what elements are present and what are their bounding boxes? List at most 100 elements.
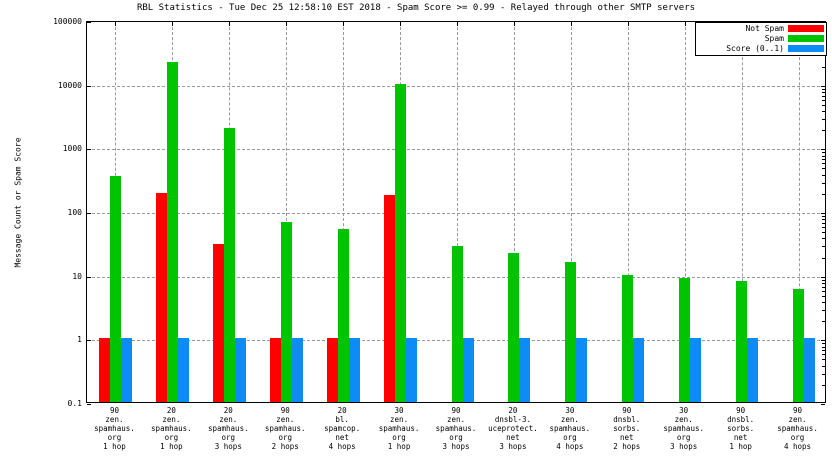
x-axis-tick-mark (627, 22, 629, 26)
x-axis-tick-label-line: 20 (337, 406, 347, 415)
y-axis-minor-tick (822, 238, 825, 240)
y-axis-tick-label: 10 (72, 271, 82, 281)
y-axis-tick-mark (821, 85, 825, 87)
y-axis-minor-tick (822, 159, 825, 161)
x-gridline (684, 22, 686, 402)
y-axis-minor-tick (822, 227, 825, 229)
y-axis-minor-tick (822, 104, 825, 106)
x-axis-tick-label-line: 1 hop (103, 442, 126, 451)
y-axis-minor-tick (822, 91, 825, 93)
y-axis-minor-tick (822, 219, 825, 221)
x-axis-tick-label-line: 30 (394, 406, 404, 415)
y-gridline (87, 85, 825, 87)
y-axis-minor-tick (822, 359, 825, 361)
bar (383, 194, 395, 402)
bar-group (611, 22, 645, 402)
x-axis-tick-mark (400, 22, 402, 26)
x-axis-tick-mark (115, 22, 117, 26)
x-axis-tick-label: 20 zen. spamhaus. org 3 hops (193, 406, 263, 451)
x-axis-tick-label: 20 bl. spamcop. net 4 hops (307, 406, 377, 451)
x-gridline (798, 22, 800, 402)
x-axis-tick-label-line: 20 (223, 406, 233, 415)
x-axis-tick-label-line: 3 hops (214, 442, 242, 451)
y-axis-minor-tick (822, 193, 825, 195)
y-axis-minor-tick (822, 384, 825, 386)
x-axis-tick-label: 20 zen. spamhaus. org 1 hop (136, 406, 206, 451)
y-axis-minor-tick (822, 152, 825, 154)
bar (177, 338, 189, 402)
y-gridline (87, 149, 825, 151)
bar (348, 338, 360, 402)
x-axis-tick-mark (513, 22, 515, 26)
x-axis-tick-label-line: net (335, 433, 349, 442)
x-axis-tick-label-line: 4 hops (328, 442, 356, 451)
bar (98, 338, 110, 402)
x-axis-tick-label: 90 zen. spamhaus. org 1 hop (79, 406, 149, 451)
x-axis-tick-label-line: 30 (679, 406, 689, 415)
y-axis-tick-mark (87, 149, 91, 151)
y-axis-minor-tick (822, 279, 825, 281)
x-axis-tick-label-line: org (563, 433, 577, 442)
y-axis-minor-tick (822, 99, 825, 101)
bar (462, 338, 474, 402)
y-axis-tick-label: 100000 (53, 17, 82, 26)
y-axis-tick-mark (821, 149, 825, 151)
x-axis-tick-label: 30 zen. spamhaus. org 4 hops (535, 406, 605, 451)
x-axis-tick-label: 90 dnsbl. sorbs. net 2 hops (592, 406, 662, 451)
y-axis-tick-label: 10000 (57, 80, 82, 90)
bar-group (383, 22, 417, 402)
x-axis-tick-label-line: 90 (736, 406, 746, 415)
x-axis-tick-label-line: 4 hops (783, 442, 812, 451)
chart-legend: Not Spam Spam Score (0..1) (695, 22, 827, 56)
x-axis-tick-label-line: 30 (565, 406, 575, 415)
x-axis-tick-mark (286, 22, 288, 26)
x-gridline (286, 22, 288, 402)
bar (679, 277, 691, 402)
x-axis-tick-label-line: zen. (219, 415, 238, 424)
bar (155, 193, 167, 402)
x-axis-tick-label-line: org (164, 433, 179, 442)
x-axis-tick-label-line: 1 hop (160, 442, 183, 451)
x-axis-tick-label-line: net (733, 433, 748, 442)
bar (804, 338, 816, 402)
y-axis-minor-tick (822, 222, 825, 224)
y-axis-minor-tick (822, 246, 825, 248)
x-axis-tick-label-line: zen. (390, 415, 409, 424)
x-axis-tick-label-line: dnsbl. (613, 415, 641, 424)
x-axis-tick-label: 30 zen. spamhaus. org 1 hop (364, 406, 434, 451)
bar (337, 229, 349, 402)
y-axis-minor-tick (822, 365, 825, 367)
bar (291, 338, 303, 402)
y-axis-minor-tick (822, 163, 825, 165)
x-axis-tick-label-line: org (790, 433, 805, 442)
x-gridline (627, 22, 629, 402)
y-axis-minor-tick (822, 182, 825, 184)
y-axis-minor-tick (822, 155, 825, 157)
y-axis-minor-tick (822, 95, 825, 97)
x-axis-tick-label-line: net (506, 433, 520, 442)
y-axis-tick-mark (821, 404, 825, 405)
bar (451, 246, 463, 402)
y-axis-tick-mark (87, 213, 91, 214)
plot-area: 100000 10000 1000 100 10 1 0.1 (53, 18, 826, 408)
x-axis-tick-label-line: spamhaus. (264, 424, 306, 433)
legend-item: Score (0..1) (698, 44, 824, 53)
bar (793, 288, 805, 402)
x-axis-tick-mark (570, 22, 572, 26)
y-axis-minor-tick (822, 321, 825, 323)
y-axis-minor-tick (822, 130, 825, 132)
legend-color-swatch (788, 35, 824, 42)
y-axis-tick-label: 1 (77, 335, 82, 345)
y-axis-minor-tick (822, 174, 825, 176)
bar (576, 338, 588, 402)
x-axis-tick-label-line: spamhaus. (94, 424, 135, 433)
bar-group (269, 22, 303, 402)
y-axis-minor-tick (822, 373, 825, 375)
x-axis-tick-label-line: 1 hop (729, 442, 752, 451)
bar-group (98, 22, 132, 402)
x-axis-tick-label-line: spamhaus. (549, 424, 591, 433)
x-axis-tick-label-line: 3 hops (499, 442, 527, 451)
x-axis-tick-label-line: spamhaus. (663, 424, 704, 433)
x-axis-tick-label: 90 zen. spamhaus. org 4 hops (763, 406, 832, 451)
x-axis-tick-label-line: org (676, 433, 691, 442)
